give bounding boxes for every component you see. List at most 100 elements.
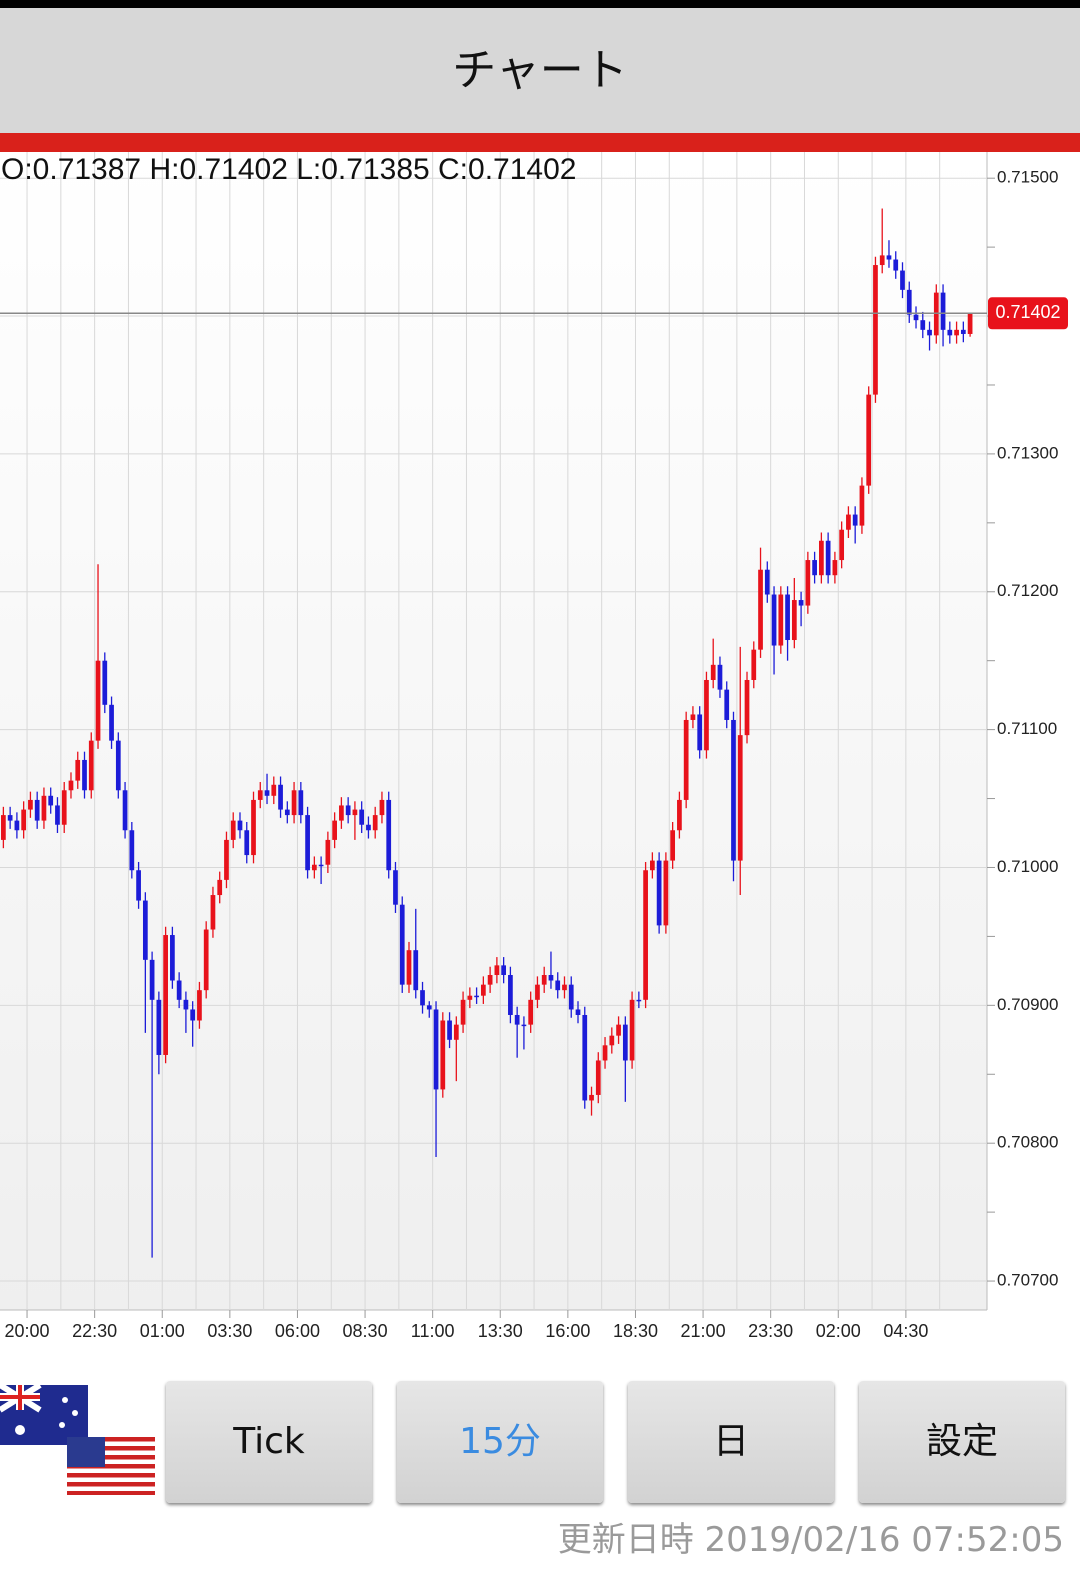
candle-body <box>386 799 392 871</box>
candle-body <box>413 950 419 991</box>
candle-body <box>602 1045 608 1061</box>
x-tick-label: 03:30 <box>207 1321 252 1341</box>
x-tick-label: 20:00 <box>5 1321 50 1341</box>
candle-body <box>636 999 642 1002</box>
candle-body <box>230 820 236 840</box>
candle-body <box>947 329 953 336</box>
y-tick-label: 0.71200 <box>997 581 1058 600</box>
candle-body <box>244 830 250 856</box>
candle-body <box>940 292 946 330</box>
candle-body <box>683 719 689 800</box>
candle-body <box>866 394 872 486</box>
candle-body <box>284 809 290 816</box>
candle-body <box>325 839 331 865</box>
candle-body <box>514 1014 520 1025</box>
candle-body <box>758 569 763 650</box>
candle-body <box>95 660 101 741</box>
candle-body <box>541 975 547 985</box>
candle-body <box>433 1009 439 1090</box>
candle-body <box>257 790 263 800</box>
candle-body <box>846 514 851 530</box>
y-tick-label: 0.71500 <box>997 168 1058 187</box>
candle-body <box>670 830 676 861</box>
candle-body <box>460 999 466 1025</box>
candle-body <box>7 815 13 821</box>
candle-body <box>203 929 209 991</box>
settings-button[interactable]: 設定 <box>859 1381 1065 1503</box>
candle-body <box>359 809 365 825</box>
candle-body <box>393 870 398 905</box>
candle-body <box>163 935 168 1055</box>
x-tick-label: 01:00 <box>140 1321 185 1341</box>
tick-button[interactable]: Tick <box>166 1381 372 1503</box>
x-tick-label: 04:30 <box>883 1321 928 1341</box>
current-price-box <box>988 297 1068 330</box>
candle-body <box>420 990 425 1006</box>
candle-body <box>170 935 175 981</box>
candle-body <box>406 950 412 985</box>
candle-body <box>311 864 317 871</box>
candle-body <box>609 1035 615 1046</box>
day-button[interactable]: 日 <box>628 1381 834 1503</box>
x-tick-label: 11:00 <box>411 1321 455 1341</box>
x-tick-label: 22:30 <box>72 1321 117 1341</box>
candle-body <box>568 984 574 1010</box>
candle-body <box>352 809 358 816</box>
candle-body <box>55 805 60 825</box>
candle-body <box>183 999 189 1010</box>
candle-body <box>717 664 723 690</box>
currency-flags <box>0 1385 155 1495</box>
candle-body <box>34 799 40 821</box>
candle-body <box>819 540 824 576</box>
candle-body <box>643 870 648 1000</box>
candle-body <box>210 895 216 930</box>
candle-body <box>589 1094 594 1101</box>
current-price-label: 0.71402 <box>995 302 1060 322</box>
candle-body <box>447 1020 452 1040</box>
header-title: チャート <box>0 8 1080 133</box>
candle-body <box>785 594 790 641</box>
candle-body <box>629 999 635 1061</box>
candle-body <box>548 975 554 981</box>
candle-body <box>217 879 223 896</box>
candle-body <box>278 784 283 810</box>
candle-body <box>156 999 162 1055</box>
candle-body <box>109 704 114 741</box>
candle-body <box>906 289 912 315</box>
candle-body <box>710 664 716 680</box>
candle-body <box>14 820 20 831</box>
x-tick-label: 06:00 <box>275 1321 320 1341</box>
candle-body <box>960 329 966 334</box>
candle-body <box>271 784 277 796</box>
y-tick-label: 0.71000 <box>997 857 1058 876</box>
x-tick-label: 13:30 <box>478 1321 523 1341</box>
y-tick-label: 0.71300 <box>997 443 1058 462</box>
candle-body <box>575 1009 581 1015</box>
candle-body <box>913 314 919 321</box>
candle-body <box>555 980 561 991</box>
15min-button[interactable]: 15分 <box>397 1381 603 1503</box>
candle-body <box>562 984 567 991</box>
candle-body <box>839 529 845 561</box>
candle-body <box>731 719 736 861</box>
candle-body <box>224 839 229 880</box>
candle-body <box>68 780 74 791</box>
candle-body <box>656 860 662 926</box>
y-tick-label: 0.71100 <box>997 719 1057 738</box>
candle-body <box>582 1014 588 1101</box>
y-tick-label: 0.70700 <box>997 1271 1058 1290</box>
candle-body <box>622 1024 628 1061</box>
ohlc-readout: O:0.71387 H:0.71402 L:0.71385 C:0.71402 <box>1 153 576 186</box>
x-tick-label: 23:30 <box>748 1321 793 1341</box>
candle-body <box>616 1024 621 1036</box>
candle-body <box>61 790 67 825</box>
x-tick-label: 02:00 <box>816 1321 861 1341</box>
candle-body <box>832 560 838 576</box>
x-tick-label: 18:30 <box>613 1321 658 1341</box>
candle-body <box>920 320 926 330</box>
candle-body <box>1 815 6 840</box>
candle-body <box>264 790 270 796</box>
candle-body <box>501 965 507 976</box>
candle-body <box>508 975 513 1015</box>
